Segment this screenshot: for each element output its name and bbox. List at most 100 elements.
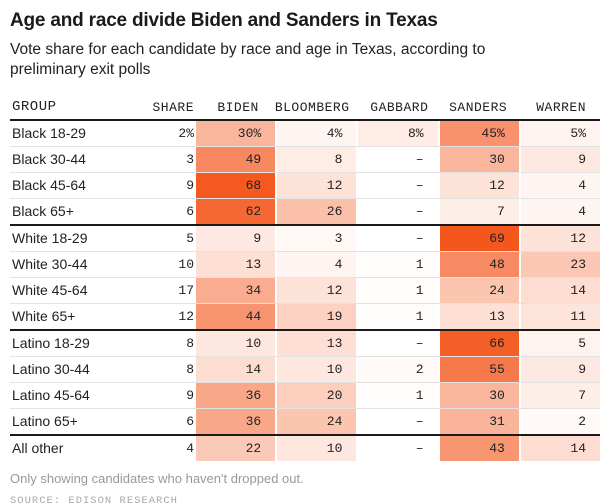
cell-warren: 5 — [520, 330, 601, 356]
column-header-gabbard: GABBARD — [370, 99, 429, 115]
table-row-latino-30-44: Latino 30-44 8 14 10 2 55 9 — [10, 355, 601, 382]
group-label: Latino 18-29 — [12, 335, 90, 352]
cell-sanders: 69 — [439, 225, 519, 251]
group-label: White 45-64 — [12, 282, 88, 299]
cell-biden: 49 — [196, 146, 276, 172]
cell-gabbard: – — [415, 440, 424, 456]
column-header-warren: WARREN — [536, 99, 587, 115]
cell-sanders: 48 — [439, 251, 519, 277]
cell-biden: 10 — [196, 330, 276, 356]
table-row-white-30-44: White 30-44 10 13 4 1 48 23 — [10, 250, 601, 277]
cell-biden: 34 — [196, 277, 276, 303]
cell-warren: 11 — [520, 303, 601, 329]
cell-warren: 7 — [520, 382, 601, 408]
group-label: Black 65+ — [12, 203, 74, 220]
share-value: 2% — [178, 125, 194, 141]
cell-gabbard: 1 — [358, 303, 438, 329]
cell-gabbard: – — [415, 335, 424, 351]
group-label: White 65+ — [12, 308, 76, 325]
cell-sanders: 12 — [439, 172, 519, 198]
cell-bloomberg: 26 — [277, 198, 357, 224]
share-value: 8 — [186, 335, 194, 351]
cell-sanders: 13 — [439, 303, 519, 329]
cell-gabbard: – — [415, 230, 424, 246]
table-row-all-other: All other 4 22 10 –43 14 — [10, 433, 601, 461]
cell-bloomberg: 24 — [277, 408, 357, 434]
cell-bloomberg: 10 — [277, 435, 357, 461]
cell-warren: 4 — [520, 198, 601, 224]
cell-biden: 68 — [196, 172, 276, 198]
group-label: Black 30-44 — [12, 151, 86, 168]
cell-biden: 36 — [196, 382, 276, 408]
group-label: All other — [12, 440, 64, 457]
group-label: Latino 30-44 — [12, 361, 90, 378]
cell-bloomberg: 12 — [277, 172, 357, 198]
column-header-bloomberg: BLOOMBERG — [274, 99, 350, 115]
group-label: White 18-29 — [12, 230, 88, 247]
column-header-share: SHARE — [152, 99, 194, 115]
cell-warren: 5% — [520, 120, 601, 146]
cell-biden: 9 — [196, 225, 276, 251]
cell-gabbard: – — [415, 177, 424, 193]
cell-biden: 22 — [196, 435, 276, 461]
cell-bloomberg: 10 — [277, 356, 357, 382]
cell-gabbard: 2 — [358, 356, 438, 382]
table-row-latino-65-: Latino 65+ 6 36 24 –31 2 — [10, 407, 601, 434]
cell-biden: 62 — [196, 198, 276, 224]
group-label: Black 45-64 — [12, 177, 86, 194]
cell-gabbard: 1 — [358, 382, 438, 408]
cell-bloomberg: 19 — [277, 303, 357, 329]
cell-biden: 30% — [196, 120, 276, 146]
cell-sanders: 66 — [439, 330, 519, 356]
share-value: 10 — [178, 256, 194, 272]
cell-biden: 13 — [196, 251, 276, 277]
table-row-latino-18-29: Latino 18-29 8 10 13 –66 5 — [10, 328, 601, 356]
group-label: Black 18-29 — [12, 125, 86, 142]
column-header-sanders: SANDERS — [449, 99, 508, 115]
chart-subtitle: Vote share for each candidate by race an… — [10, 41, 486, 79]
cell-bloomberg: 12 — [277, 277, 357, 303]
chart-title: Age and race divide Biden and Sanders in… — [10, 10, 438, 31]
cell-gabbard: – — [415, 203, 424, 219]
cell-gabbard: – — [415, 413, 424, 429]
cell-warren: 9 — [520, 146, 601, 172]
table-body: Black 18-29 2% 30% 4% 8% 45% 5% Black 30-44 3 49 8… — [10, 120, 601, 461]
cell-warren: 9 — [520, 356, 601, 382]
table-row-black-18-29: Black 18-29 2% 30% 4% 8% 45% 5% — [10, 120, 601, 146]
share-value: 4 — [186, 440, 194, 456]
table-row-latino-45-64: Latino 45-64 9 36 20 1 30 7 — [10, 381, 601, 408]
share-value: 8 — [186, 361, 194, 377]
table-row-black-30-44: Black 30-44 3 49 8 –30 9 — [10, 145, 601, 172]
share-value: 12 — [178, 308, 194, 324]
cell-gabbard: – — [415, 151, 424, 167]
column-header-biden: BIDEN — [217, 99, 259, 115]
cell-bloomberg: 20 — [277, 382, 357, 408]
cell-bloomberg: 8 — [277, 146, 357, 172]
cell-sanders: 30 — [439, 146, 519, 172]
cell-warren: 23 — [520, 251, 601, 277]
group-label: White 30-44 — [12, 256, 88, 273]
cell-sanders: 31 — [439, 408, 519, 434]
cell-biden: 14 — [196, 356, 276, 382]
table-row-black-65-: Black 65+ 6 62 26 –7 4 — [10, 197, 601, 224]
cell-bloomberg: 4% — [277, 120, 357, 146]
cell-biden: 36 — [196, 408, 276, 434]
column-header-group: GROUP — [12, 98, 57, 115]
cell-gabbard: 1 — [358, 251, 438, 277]
share-value: 9 — [186, 387, 194, 403]
share-value: 9 — [186, 177, 194, 193]
cell-warren: 4 — [520, 172, 601, 198]
share-value: 3 — [186, 151, 194, 167]
cell-sanders: 45% — [439, 120, 519, 146]
share-value: 6 — [186, 413, 194, 429]
cell-warren: 14 — [520, 435, 601, 461]
table-row-white-18-29: White 18-29 5 9 3 –69 12 — [10, 223, 601, 251]
table-row-black-45-64: Black 45-64 9 68 12–12 4 — [10, 171, 601, 198]
cell-gabbard: 8% — [358, 120, 438, 146]
cell-warren: 12 — [520, 225, 601, 251]
cell-bloomberg: 4 — [277, 251, 357, 277]
share-value: 5 — [186, 230, 194, 246]
cell-sanders: 24 — [439, 277, 519, 303]
cell-sanders: 7 — [439, 198, 519, 224]
